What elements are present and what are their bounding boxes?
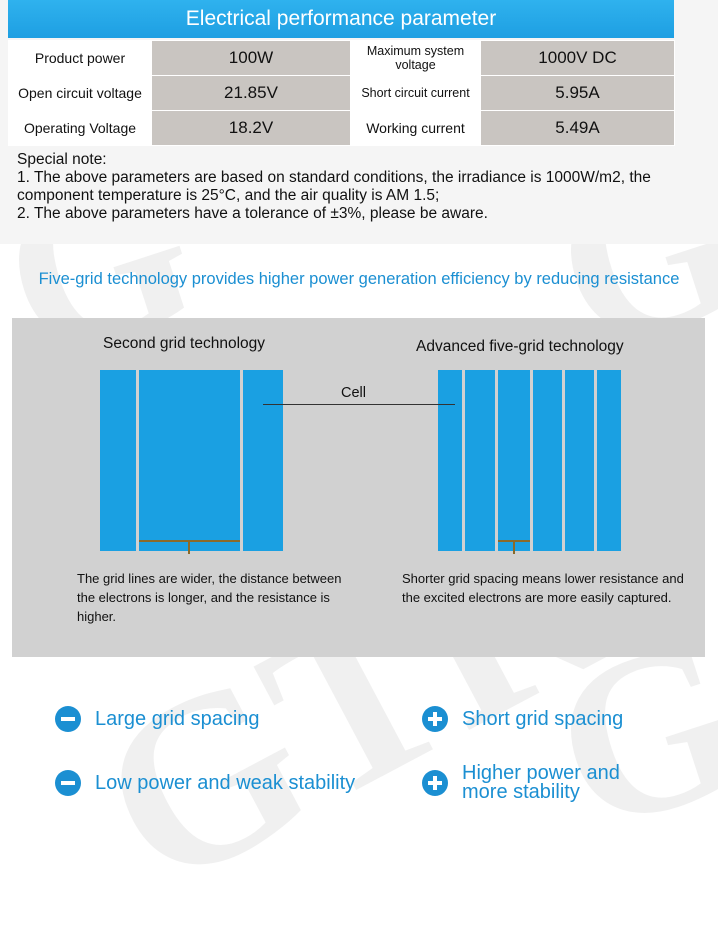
- cell-segment: [533, 370, 562, 551]
- cell-segment: [597, 370, 621, 551]
- minus-icon: [55, 706, 81, 732]
- feature-large-grid-spacing: Large grid spacing: [55, 706, 260, 732]
- spec-section: Electrical performance parameter Product…: [0, 0, 718, 244]
- spec-label: Product power: [8, 40, 152, 76]
- right-title: Advanced five-grid technology: [416, 338, 624, 355]
- feature-label: Large grid spacing: [95, 707, 260, 730]
- note-title: Special note:: [17, 151, 107, 168]
- grid-comparison-panel: Second grid technology Advanced five-gri…: [12, 318, 705, 657]
- spec-value: 21.85V: [151, 75, 351, 111]
- cell-pointer-line: [263, 404, 455, 405]
- feature-higher-power: Higher power and more stability: [422, 762, 662, 803]
- spacing-marker: [188, 542, 190, 554]
- left-description: The grid lines are wider, the distance b…: [77, 571, 342, 624]
- spec-header: Electrical performance parameter: [8, 0, 674, 38]
- spec-table: Product power 100W Maximum system voltag…: [8, 40, 675, 146]
- note-item: 2. The above parameters have a tolerance…: [17, 205, 488, 222]
- plus-icon: [422, 706, 448, 732]
- cell-segment: [565, 370, 594, 551]
- spec-value: 1000V DC: [480, 40, 675, 76]
- feature-label: Low power and weak stability: [95, 771, 356, 794]
- minus-icon: [55, 770, 81, 796]
- feature-short-grid-spacing: Short grid spacing: [422, 706, 623, 732]
- spacing-marker: [513, 542, 515, 554]
- spec-value: 5.49A: [480, 110, 675, 146]
- cell-segment: [139, 370, 240, 551]
- cell-segment: [438, 370, 462, 551]
- spec-label: Short circuit current: [350, 75, 481, 111]
- note-item: 1. The above parameters are based on sta…: [17, 169, 651, 204]
- spec-label: Maximum system voltage: [350, 40, 481, 76]
- spec-label: Operating Voltage: [8, 110, 152, 146]
- special-note: Special note: 1. The above parameters ar…: [17, 151, 707, 223]
- section-headline: Five-grid technology provides higher pow…: [38, 270, 680, 288]
- cell-label: Cell: [341, 385, 366, 401]
- cell-segment: [243, 370, 283, 551]
- plus-icon: [422, 770, 448, 796]
- spec-value: 18.2V: [151, 110, 351, 146]
- spec-value: 5.95A: [480, 75, 675, 111]
- cell-segment: [465, 370, 495, 551]
- table-row: Operating Voltage 18.2V Working current …: [8, 110, 675, 146]
- feature-label: Short grid spacing: [462, 707, 624, 730]
- spec-label: Open circuit voltage: [8, 75, 152, 111]
- spec-label: Working current: [350, 110, 481, 146]
- right-description: Shorter grid spacing means lower resista…: [402, 571, 684, 605]
- table-row: Open circuit voltage 21.85V Short circui…: [8, 75, 675, 111]
- spec-value: 100W: [151, 40, 351, 76]
- feature-low-power: Low power and weak stability: [55, 770, 355, 796]
- spacing-marker: [498, 540, 530, 542]
- left-title: Second grid technology: [103, 335, 266, 352]
- cell-segment: [100, 370, 136, 551]
- table-row: Product power 100W Maximum system voltag…: [8, 40, 675, 76]
- spacing-marker: [139, 540, 240, 542]
- cell-segment: [498, 370, 530, 551]
- feature-label: Higher power and more stability: [462, 762, 620, 803]
